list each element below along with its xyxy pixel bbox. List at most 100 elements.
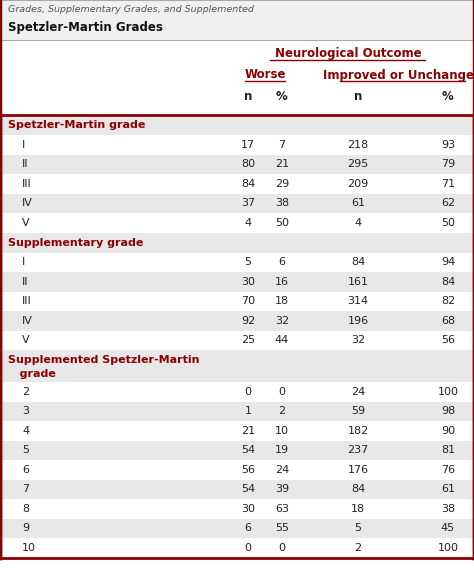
Text: n: n <box>354 91 362 103</box>
Bar <box>0 253 474 272</box>
Text: 38: 38 <box>441 504 455 514</box>
Text: 84: 84 <box>351 257 365 267</box>
Text: 4: 4 <box>22 426 29 436</box>
Text: 2: 2 <box>278 406 285 416</box>
Text: 37: 37 <box>241 198 255 208</box>
Text: 76: 76 <box>441 464 455 475</box>
Text: 2: 2 <box>22 387 29 397</box>
Text: 295: 295 <box>347 159 369 169</box>
Text: 68: 68 <box>441 316 455 326</box>
Text: 38: 38 <box>275 198 289 208</box>
Text: 314: 314 <box>347 296 369 306</box>
Text: 3: 3 <box>22 406 29 416</box>
Text: Grades, Supplementary Grades, and Supplemented: Grades, Supplementary Grades, and Supple… <box>8 6 254 14</box>
Text: 44: 44 <box>275 335 289 345</box>
Text: 196: 196 <box>347 316 369 326</box>
Text: 62: 62 <box>441 198 455 208</box>
Text: 100: 100 <box>438 387 458 397</box>
Text: 71: 71 <box>441 179 455 189</box>
Bar <box>0 350 474 382</box>
Text: 98: 98 <box>441 406 455 416</box>
Text: 0: 0 <box>279 387 285 397</box>
Text: 21: 21 <box>275 159 289 169</box>
Text: 4: 4 <box>355 218 362 228</box>
Text: 18: 18 <box>351 504 365 514</box>
Bar <box>0 233 474 253</box>
Text: 32: 32 <box>275 316 289 326</box>
Text: V: V <box>22 335 29 345</box>
Text: 29: 29 <box>275 179 289 189</box>
Text: 10: 10 <box>22 543 36 553</box>
Text: 7: 7 <box>278 140 285 150</box>
Bar <box>0 272 474 291</box>
Text: 0: 0 <box>279 543 285 553</box>
Text: Supplemented Spetzler-Martin: Supplemented Spetzler-Martin <box>8 355 200 365</box>
Text: %: % <box>276 91 288 103</box>
Text: 32: 32 <box>351 335 365 345</box>
Text: 54: 54 <box>241 445 255 455</box>
Bar <box>0 479 474 499</box>
Bar <box>0 519 474 538</box>
Text: Spetzler-Martin grade: Spetzler-Martin grade <box>8 120 146 130</box>
Text: 16: 16 <box>275 277 289 287</box>
Text: 90: 90 <box>441 426 455 436</box>
Text: 218: 218 <box>347 140 369 150</box>
Text: II: II <box>22 159 28 169</box>
Text: 84: 84 <box>241 179 255 189</box>
Text: 237: 237 <box>347 445 369 455</box>
Bar <box>0 460 474 479</box>
Text: n: n <box>244 91 252 103</box>
Text: 56: 56 <box>241 464 255 475</box>
Text: III: III <box>22 179 32 189</box>
Bar <box>0 135 474 155</box>
Text: 24: 24 <box>351 387 365 397</box>
Text: 5: 5 <box>245 257 252 267</box>
Text: 176: 176 <box>347 464 369 475</box>
Text: III: III <box>22 296 32 306</box>
Text: 21: 21 <box>241 426 255 436</box>
Text: V: V <box>22 218 29 228</box>
Text: 56: 56 <box>441 335 455 345</box>
Text: IV: IV <box>22 316 33 326</box>
Text: Neurological Outcome: Neurological Outcome <box>275 47 421 61</box>
Text: 55: 55 <box>275 523 289 533</box>
Text: Worse: Worse <box>244 69 286 81</box>
Bar <box>0 402 474 421</box>
Text: Spetzler-Martin Grades: Spetzler-Martin Grades <box>8 21 163 33</box>
Bar <box>0 155 474 174</box>
Text: 100: 100 <box>438 543 458 553</box>
Text: 30: 30 <box>241 504 255 514</box>
Text: Supplementary grade: Supplementary grade <box>8 238 143 248</box>
Text: 39: 39 <box>275 484 289 494</box>
Bar <box>0 0 474 40</box>
Text: %: % <box>442 91 454 103</box>
Bar <box>0 174 474 193</box>
Text: 18: 18 <box>275 296 289 306</box>
Text: 63: 63 <box>275 504 289 514</box>
Text: 6: 6 <box>245 523 252 533</box>
Text: 82: 82 <box>441 296 455 306</box>
Text: 84: 84 <box>441 277 455 287</box>
Text: 61: 61 <box>441 484 455 494</box>
Text: 1: 1 <box>245 406 252 416</box>
Text: grade: grade <box>8 369 56 379</box>
Text: 4: 4 <box>245 218 252 228</box>
Bar <box>0 40 474 115</box>
Text: 0: 0 <box>245 387 252 397</box>
Text: 182: 182 <box>347 426 369 436</box>
Text: 45: 45 <box>441 523 455 533</box>
Text: 6: 6 <box>22 464 29 475</box>
Text: IV: IV <box>22 198 33 208</box>
Text: 209: 209 <box>347 179 369 189</box>
Bar <box>0 499 474 519</box>
Text: 25: 25 <box>241 335 255 345</box>
Bar <box>0 193 474 213</box>
Text: 92: 92 <box>241 316 255 326</box>
Text: 81: 81 <box>441 445 455 455</box>
Text: 17: 17 <box>241 140 255 150</box>
Text: 0: 0 <box>245 543 252 553</box>
Text: 94: 94 <box>441 257 455 267</box>
Bar <box>0 213 474 233</box>
Text: 9: 9 <box>22 523 29 533</box>
Text: 70: 70 <box>241 296 255 306</box>
